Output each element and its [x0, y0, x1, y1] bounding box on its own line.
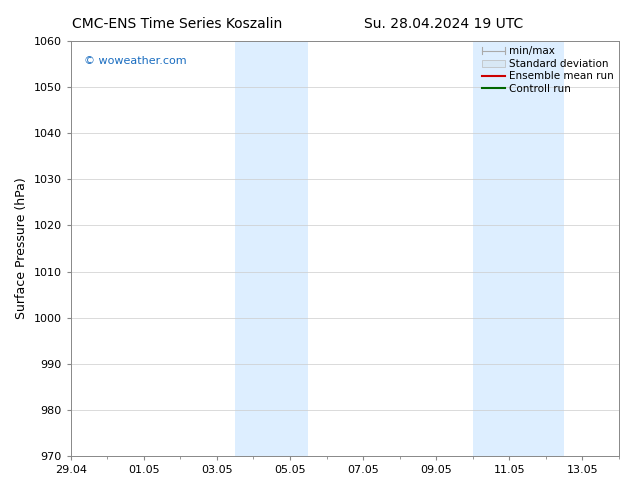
- Text: CMC-ENS Time Series Koszalin: CMC-ENS Time Series Koszalin: [72, 17, 283, 31]
- Y-axis label: Surface Pressure (hPa): Surface Pressure (hPa): [15, 178, 28, 319]
- Text: © woweather.com: © woweather.com: [84, 55, 187, 66]
- Legend: min/max, Standard deviation, Ensemble mean run, Controll run: min/max, Standard deviation, Ensemble me…: [479, 43, 617, 97]
- Text: Su. 28.04.2024 19 UTC: Su. 28.04.2024 19 UTC: [364, 17, 524, 31]
- Bar: [235, 41, 308, 456]
- Bar: [473, 41, 564, 456]
